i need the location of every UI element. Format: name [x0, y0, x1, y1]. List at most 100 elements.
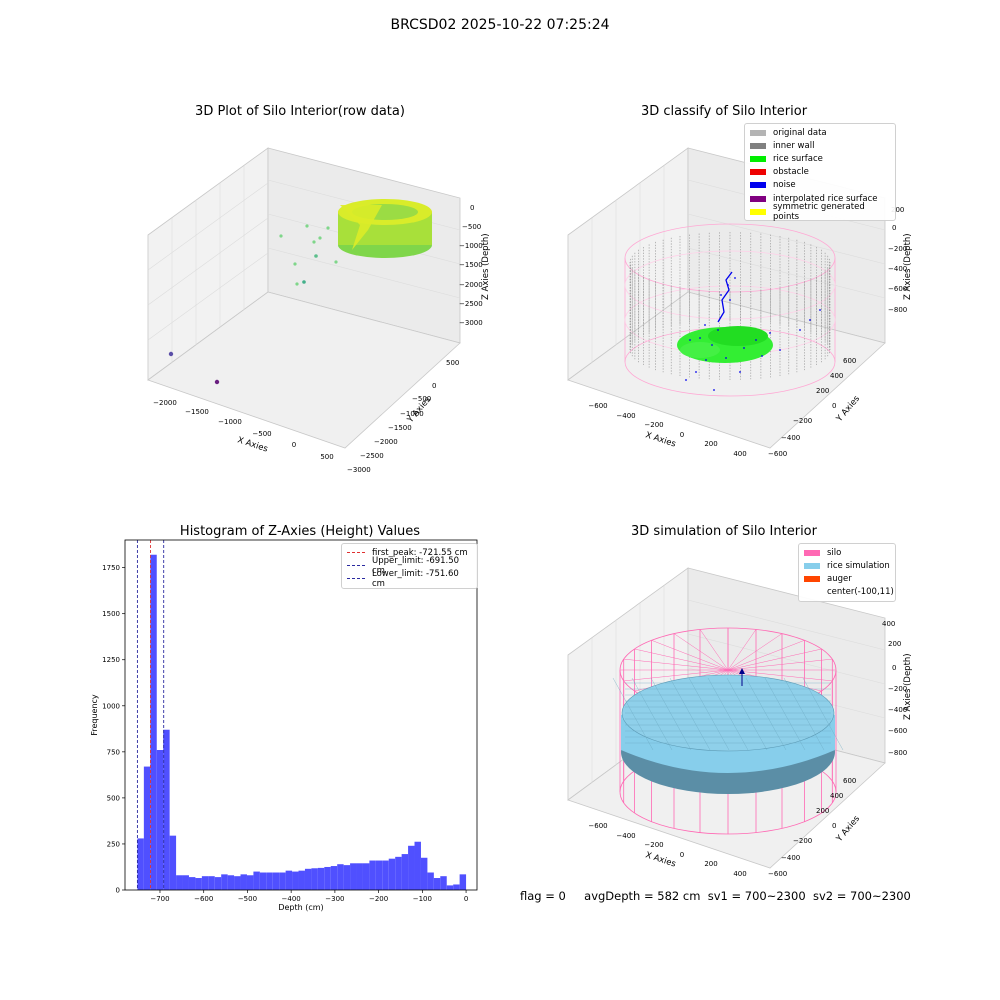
z-tick: 0	[892, 664, 896, 672]
x-tick: −1500	[185, 408, 209, 416]
legend-line	[347, 578, 365, 580]
y-tick: −400	[781, 854, 800, 862]
histogram-bar	[221, 874, 228, 890]
x-tick: 0	[680, 851, 684, 859]
flag-text: flag = 0	[520, 889, 566, 903]
panel3-y-ticks: 0 250 500 750 1000 1250 1500 1750	[102, 564, 125, 895]
histogram-bar	[395, 856, 402, 890]
y-tick: 400	[830, 372, 843, 380]
histogram-bar	[388, 858, 396, 890]
histogram-bar	[143, 766, 151, 890]
x-tick: −600	[588, 402, 607, 410]
panel4-auger	[739, 668, 745, 686]
panel4-plot: −600 −400 −200 0 200 400 X Axies 600 400…	[567, 567, 913, 878]
noise-point	[729, 299, 731, 301]
legend-swatch	[804, 575, 820, 582]
z-tick: −2000	[459, 281, 483, 289]
mesh-line	[726, 677, 768, 751]
histogram-bar	[337, 864, 344, 890]
silo-roof-line	[673, 633, 729, 671]
silo-roof-line	[727, 633, 783, 671]
z-tick: −800	[888, 306, 907, 314]
x-tick: −600	[194, 895, 213, 903]
panel2-title: 3D classify of Silo Interior	[640, 104, 808, 119]
panel4-y-ticks: 600 400 200 0 −200 −400 −600	[768, 777, 856, 878]
legend-item: obstacle	[750, 166, 890, 179]
mesh-line	[688, 677, 730, 751]
y-tick: 0	[832, 822, 836, 830]
noise-point	[711, 344, 713, 346]
noise-point	[685, 379, 687, 381]
legend-item: auger	[804, 572, 890, 585]
z-tick: −400	[888, 265, 907, 273]
noise-point	[769, 332, 771, 334]
noise-point	[704, 324, 706, 326]
histogram-bar	[188, 877, 196, 890]
z-tick: −3000	[459, 319, 483, 327]
y-tick: 0	[832, 402, 836, 410]
histogram-bar	[176, 875, 183, 890]
y-tick: −200	[793, 417, 812, 425]
mesh-line	[612, 677, 654, 751]
panel2-noise	[685, 271, 821, 391]
histogram-bar	[201, 876, 209, 890]
histogram-bar	[304, 868, 312, 890]
z-tick: −600	[888, 727, 907, 735]
z-tick: −1500	[459, 261, 483, 269]
histogram-bar	[420, 857, 428, 890]
y-tick: 500	[446, 359, 459, 367]
x-tick: −600	[588, 822, 607, 830]
panel2-inner-wall	[629, 232, 831, 380]
mesh-line	[764, 677, 806, 751]
panel1-ring-surface	[338, 199, 432, 258]
histogram-bar	[382, 860, 389, 890]
histogram-vlines	[136, 540, 165, 890]
y-tick: −3000	[347, 466, 371, 474]
silo-roof-line	[623, 658, 729, 671]
histogram-bar	[246, 875, 254, 890]
histogram-bar	[208, 876, 215, 890]
legend-item: silo	[804, 546, 890, 559]
histogram-bar	[195, 878, 202, 890]
histogram-bar	[214, 877, 222, 890]
y-tick: −400	[781, 434, 800, 442]
x-tick: 400	[733, 450, 746, 458]
y-tick: 600	[843, 357, 856, 365]
panel1-xlabel: X Axies	[236, 435, 269, 454]
panel3-ylabel: Frequency	[90, 694, 99, 736]
mesh-line	[783, 677, 825, 751]
z-tick: 400	[882, 620, 895, 628]
y-tick: 400	[830, 792, 843, 800]
panel1-axes-box	[147, 147, 461, 449]
panel4-rice-simulation	[612, 674, 844, 794]
panel1-scatter-points	[168, 224, 338, 385]
panel4-x-ticks: −600 −400 −200 0 200 400	[588, 822, 746, 878]
mesh-line	[669, 677, 711, 751]
legend-item: original data	[750, 126, 890, 139]
panel1-zlabel: Z Axies (Depth)	[481, 233, 491, 300]
panel2-ylabel: Y Axies	[834, 394, 862, 425]
panel2-x-ticks: −600 −400 −200 0 200 400	[588, 402, 746, 458]
histogram-bar	[234, 876, 241, 890]
z-tick: −500	[462, 223, 481, 231]
histogram-bar	[330, 866, 338, 890]
noise-point	[809, 319, 811, 321]
histogram-bar	[298, 870, 305, 890]
histogram-bar	[163, 729, 170, 890]
x-tick: −400	[616, 412, 635, 420]
histogram-bar	[414, 841, 421, 890]
mesh-line	[707, 677, 749, 751]
legend-item: inner wall	[750, 139, 890, 152]
histogram-bar	[427, 872, 434, 890]
histogram-bar	[362, 863, 370, 890]
histogram-bar	[182, 875, 189, 890]
panel2-y-ticks: 600 400 200 0 −200 −400 −600	[768, 357, 856, 458]
panel1-y-ticks: 500 0 −500 −1000 −1500 −2000 −2500 −3000	[347, 359, 459, 474]
panel3-legend: first_peak: -721.55 cm Upper_limit: -691…	[341, 543, 478, 589]
y-tick: 250	[107, 840, 120, 848]
legend-item: noise	[750, 179, 890, 192]
panel1-gridlines	[147, 166, 461, 363]
noise-point	[720, 294, 722, 296]
silo-roof-line	[727, 669, 833, 682]
